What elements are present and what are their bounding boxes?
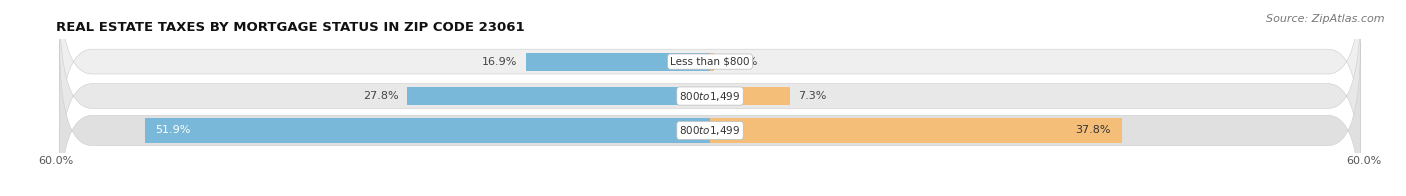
Bar [145, 118, 710, 143]
Text: REAL ESTATE TAXES BY MORTGAGE STATUS IN ZIP CODE 23061: REAL ESTATE TAXES BY MORTGAGE STATUS IN … [56, 21, 524, 34]
Bar [710, 87, 790, 105]
Text: 16.9%: 16.9% [482, 57, 517, 67]
Text: 7.3%: 7.3% [799, 91, 827, 101]
Bar [526, 53, 710, 71]
Bar [710, 53, 713, 71]
FancyBboxPatch shape [59, 0, 1361, 152]
Text: $800 to $1,499: $800 to $1,499 [679, 124, 741, 137]
Text: Less than $800: Less than $800 [671, 57, 749, 67]
Text: Source: ZipAtlas.com: Source: ZipAtlas.com [1267, 14, 1385, 24]
FancyBboxPatch shape [59, 42, 1361, 196]
Bar [710, 118, 1122, 143]
Bar [408, 87, 710, 105]
Text: 27.8%: 27.8% [363, 91, 398, 101]
FancyBboxPatch shape [59, 5, 1361, 187]
Text: 37.8%: 37.8% [1076, 125, 1111, 135]
Text: 0.32%: 0.32% [723, 57, 758, 67]
Text: 51.9%: 51.9% [156, 125, 191, 135]
Text: $800 to $1,499: $800 to $1,499 [679, 90, 741, 103]
